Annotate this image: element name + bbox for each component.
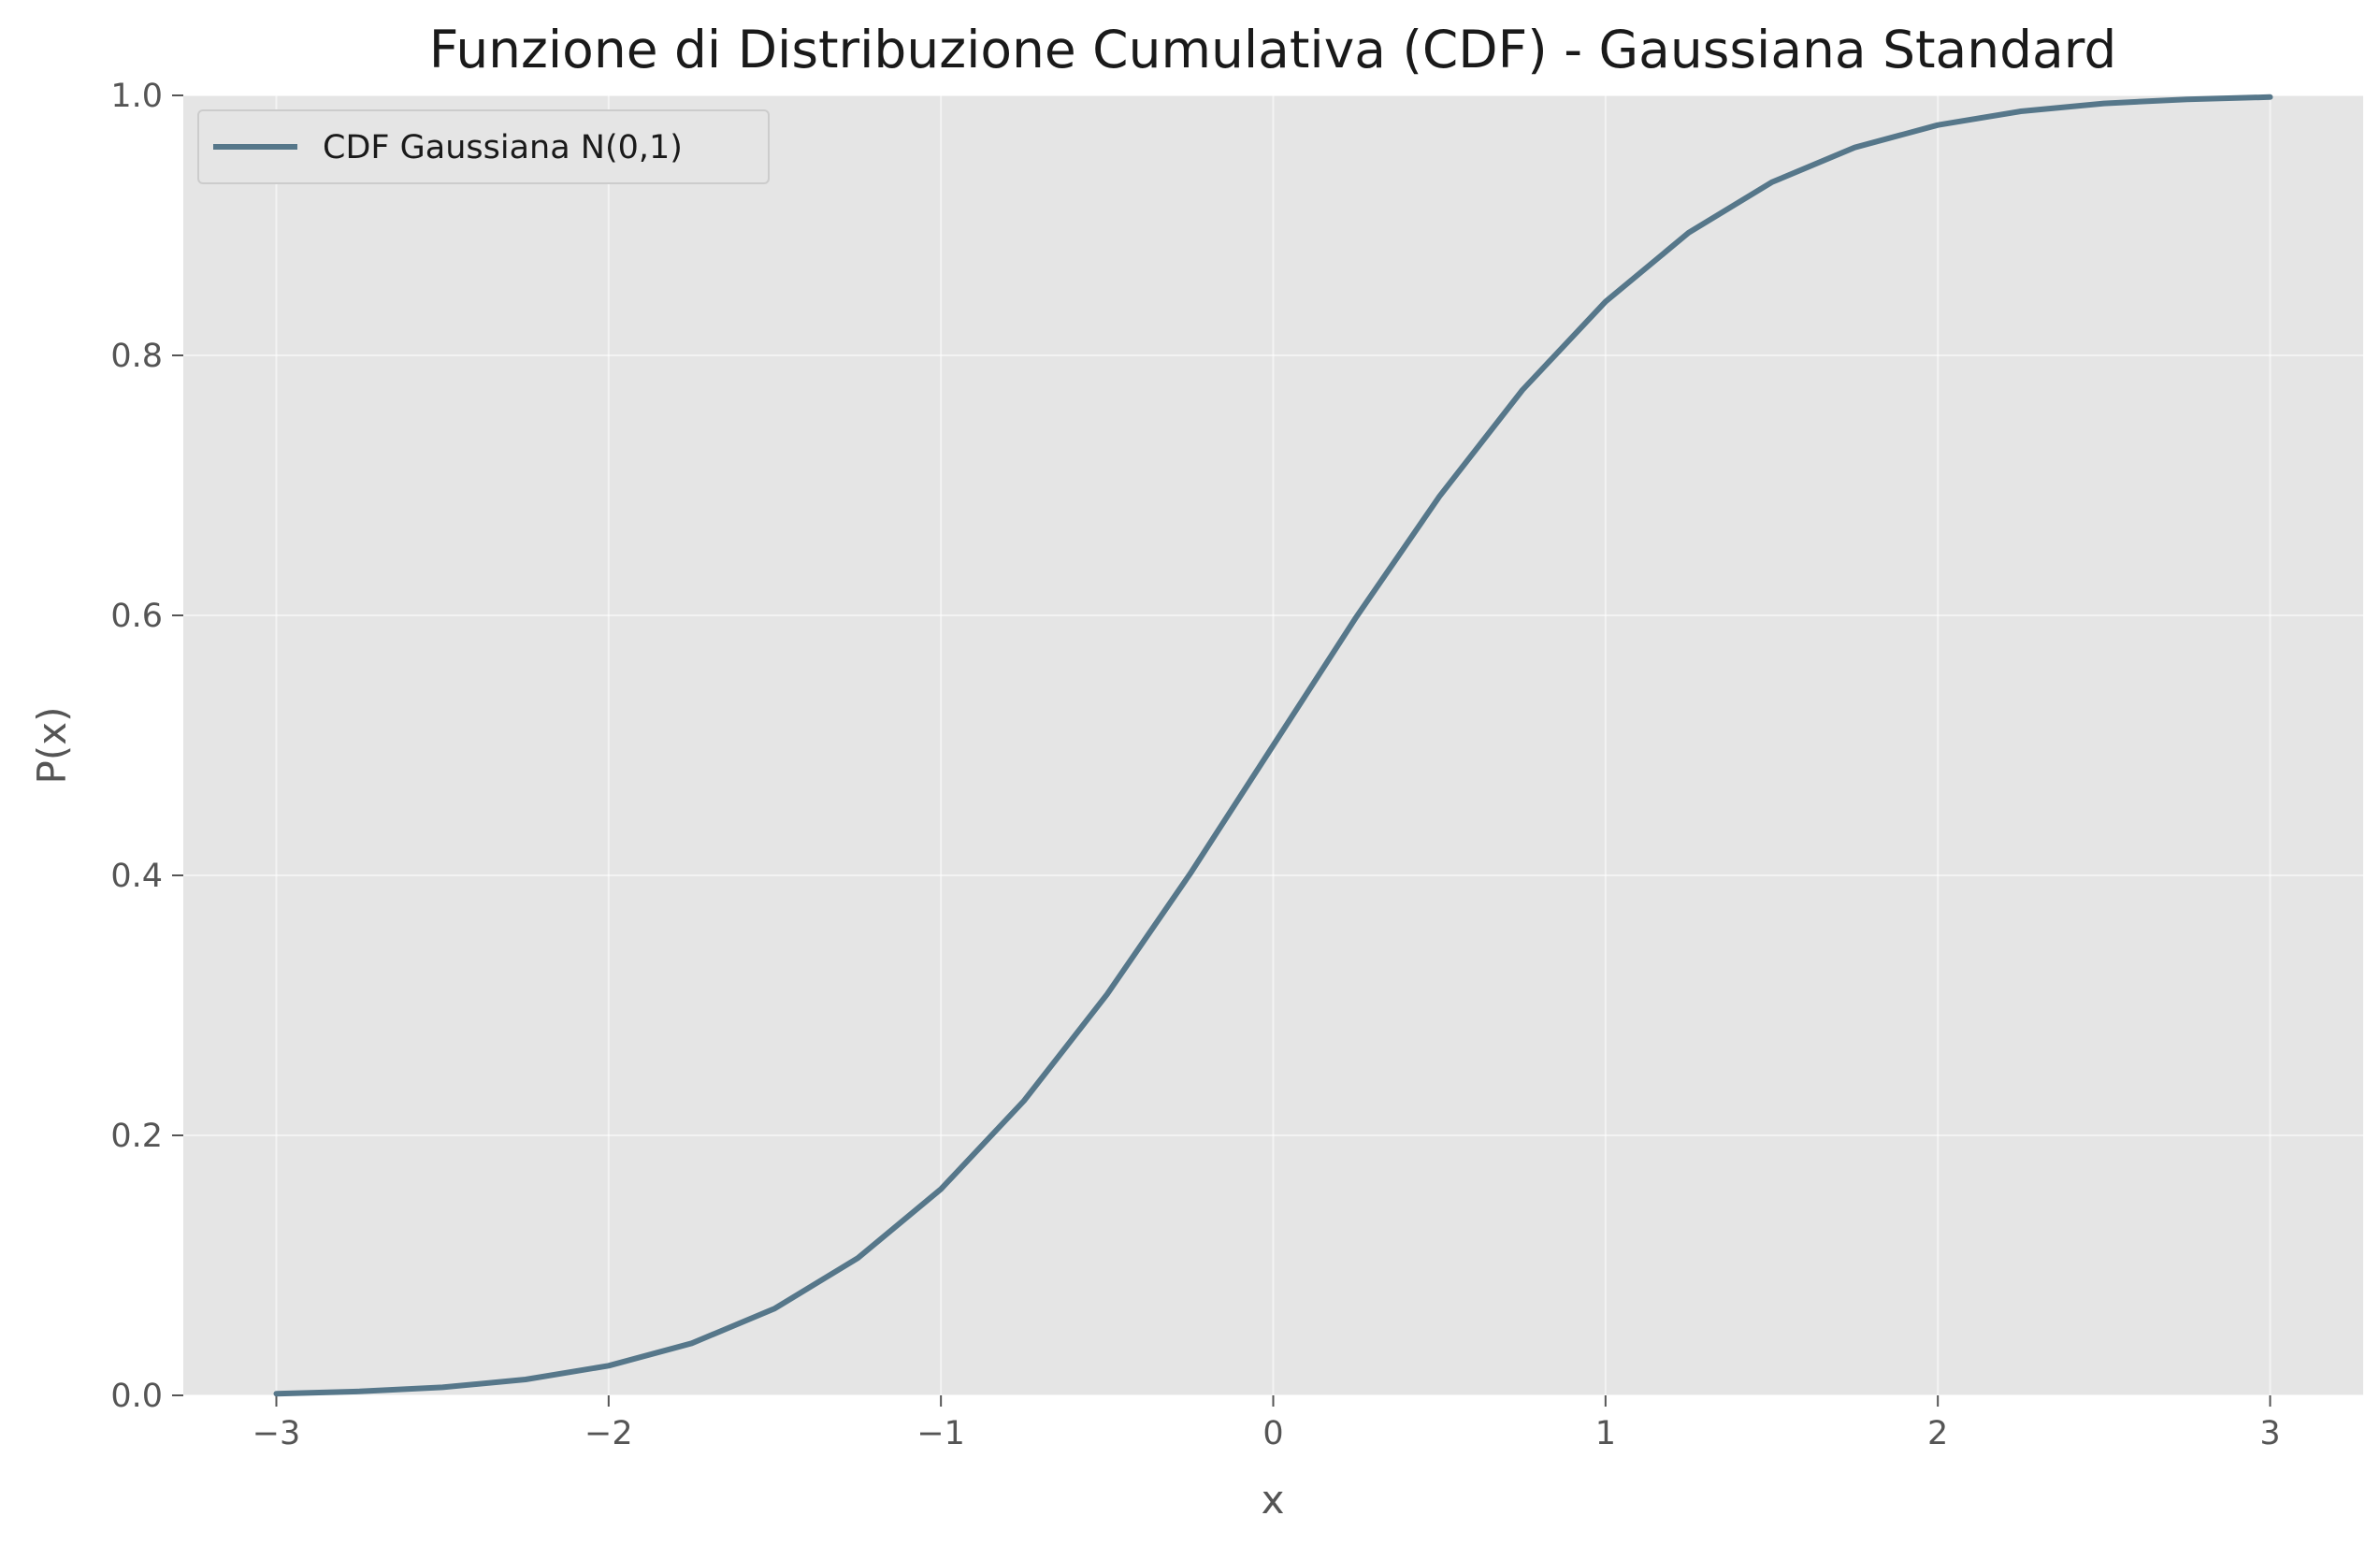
- y-tick-label: 1.0: [110, 78, 163, 115]
- series-layer: [273, 94, 2273, 1397]
- x-tick-label: 3: [2259, 1415, 2280, 1452]
- legend-box: [197, 109, 770, 184]
- y-tick-label: 0.8: [110, 338, 163, 375]
- y-axis-label: P(x): [29, 707, 75, 785]
- legend: CDF Gaussiana N(0,1): [197, 109, 770, 184]
- x-tick-label: 0: [1262, 1415, 1283, 1452]
- x-tick-label: −3: [252, 1415, 301, 1452]
- axis-ticks: −3 −2 −1 0 1 2 3 0.0 0.2 0.4 0.6 0.8 1.0: [110, 78, 2280, 1452]
- x-axis-label: x: [1262, 1477, 1285, 1523]
- cdf-line: [273, 94, 2273, 1397]
- legend-label: CDF Gaussiana N(0,1): [323, 129, 683, 166]
- y-tick-label: 0.2: [110, 1118, 163, 1155]
- grid: [183, 94, 2363, 1396]
- x-tick-label: 1: [1595, 1415, 1616, 1452]
- x-tick-label: −1: [916, 1415, 965, 1452]
- x-tick-label: 2: [1927, 1415, 1948, 1452]
- x-tick-label: −2: [584, 1415, 633, 1452]
- chart-title: Funzione di Distribuzione Cumulativa (CD…: [429, 20, 2117, 79]
- y-tick-label: 0.0: [110, 1378, 163, 1415]
- y-tick-label: 0.4: [110, 858, 163, 895]
- y-tick-label: 0.6: [110, 598, 163, 635]
